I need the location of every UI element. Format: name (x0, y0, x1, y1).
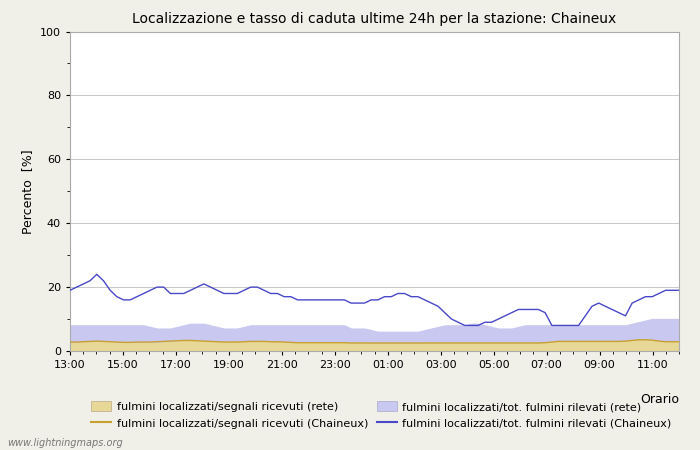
Y-axis label: Percento  [%]: Percento [%] (22, 149, 34, 234)
Title: Localizzazione e tasso di caduta ultime 24h per la stazione: Chaineux: Localizzazione e tasso di caduta ultime … (132, 12, 617, 26)
Legend: fulmini localizzati/segnali ricevuti (rete), fulmini localizzati/segnali ricevut: fulmini localizzati/segnali ricevuti (re… (88, 398, 675, 432)
Text: www.lightningmaps.org: www.lightningmaps.org (7, 438, 122, 448)
Text: Orario: Orario (640, 392, 679, 405)
